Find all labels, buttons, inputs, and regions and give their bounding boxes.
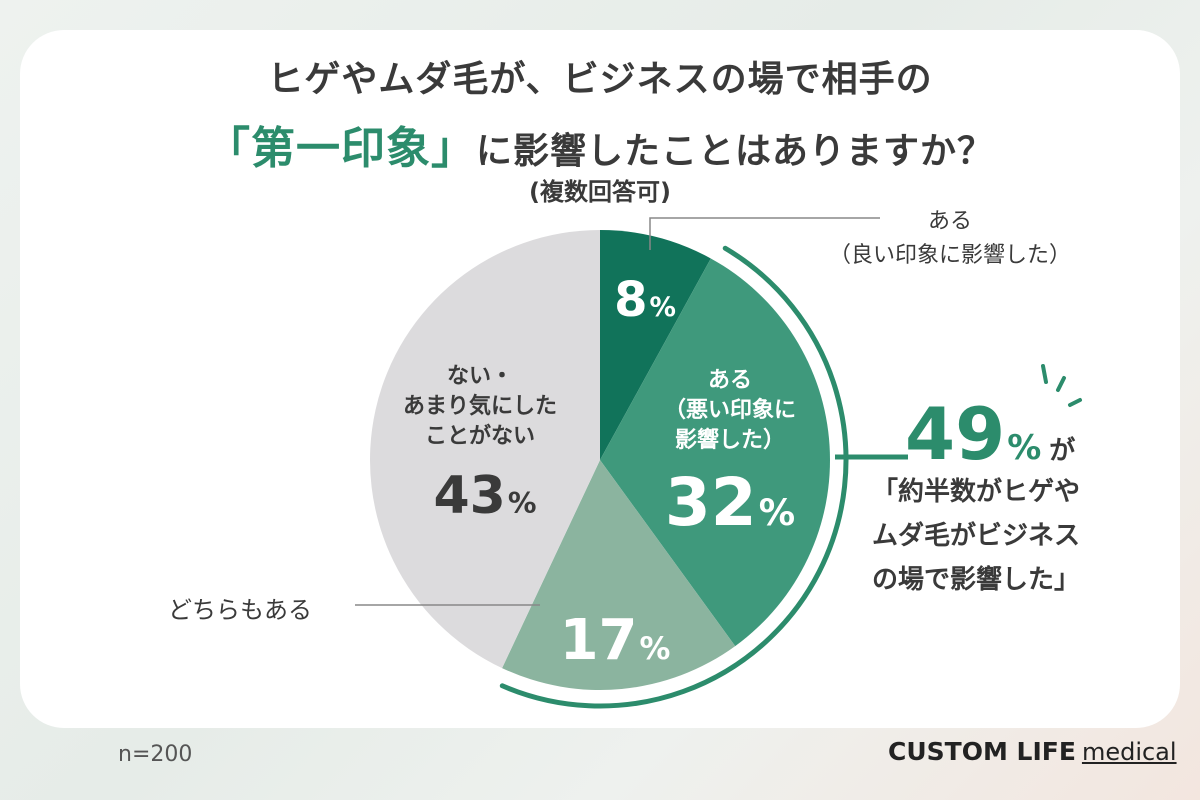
label-none-line1: ない・ (446, 364, 513, 389)
title-highlight: 「第一印象」 (205, 123, 476, 174)
label-none: ない・ あまり気にした ことがない (375, 362, 585, 452)
spark-mark (1041, 364, 1048, 384)
label-good-line1: ある (927, 209, 972, 234)
highlight-arc (499, 245, 849, 709)
label-bad-impression: ある （悪い印象に 影響した） (630, 366, 830, 456)
brand-logo: CUSTOM LIFE medical (888, 737, 1177, 766)
logo-main: CUSTOM LIFE (888, 737, 1076, 766)
slice-bad-impression (600, 258, 830, 647)
label-none-line2: あまり気にした (402, 394, 557, 419)
slice-none (370, 230, 600, 669)
label-good-line2: （良い印象に影響した） (828, 243, 1071, 268)
callout-line2: ムダ毛がビジネス (872, 521, 1081, 551)
slice-both (502, 460, 736, 690)
slice-good-impression (600, 230, 711, 460)
label-bad-line2: （悪い印象に (663, 398, 796, 423)
chart-title-line1: ヒゲやムダ毛が、ビジネスの場で相手の (267, 59, 933, 100)
title-rest: に影響したことはありますか？ (475, 131, 994, 172)
value-bad-impression: 32% (664, 464, 796, 541)
spark-mark (1056, 376, 1066, 392)
callout-line3: の場で影響した」 (872, 565, 1081, 595)
chart-title-line2: 「第一印象」に影響したことはありますか？ (0, 112, 1200, 176)
label-bad-line3: 影響した） (674, 428, 785, 453)
label-good-impression: ある （良い印象に影響した） (800, 205, 1100, 273)
value-both: 17% (559, 608, 671, 673)
callout-text: 「約半数がヒゲや ムダ毛がビジネス の場で影響した」 (872, 470, 1172, 602)
chart-subtitle: (複数回答可) (529, 178, 671, 206)
spark-mark (1068, 398, 1082, 407)
sample-size: n=200 (118, 742, 193, 767)
label-bad-line1: ある (707, 368, 752, 393)
value-none: 43% (433, 466, 537, 526)
callout-value: 49% が (905, 392, 1076, 476)
leader-line-good (649, 217, 880, 250)
logo-sub: medical (1081, 738, 1177, 766)
label-both: どちらもある (168, 596, 312, 624)
value-good-impression: 8% (614, 272, 676, 328)
label-none-line3: ことがない (424, 424, 535, 449)
callout-line1: 「約半数がヒゲや (872, 477, 1081, 507)
